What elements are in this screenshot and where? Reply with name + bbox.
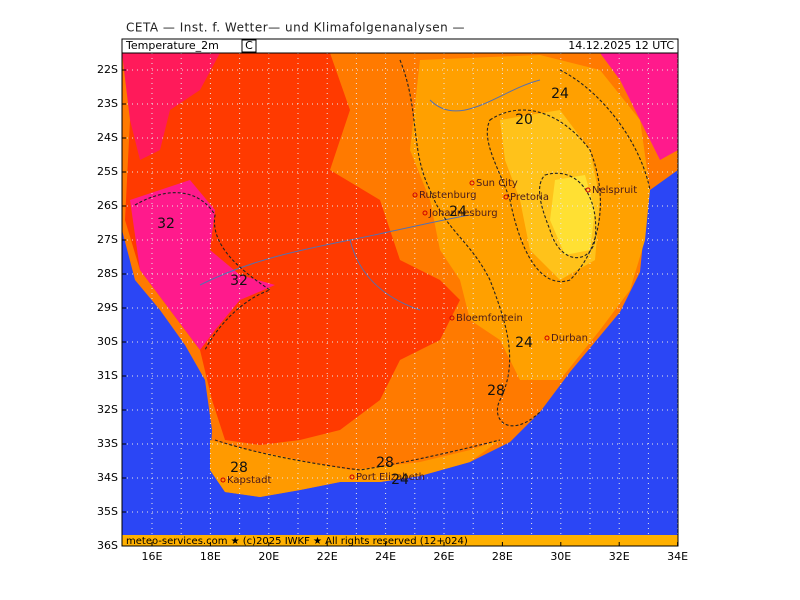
- city-label: Port Elizabeth: [356, 472, 425, 483]
- lon-label: 30E: [550, 550, 571, 563]
- lat-label: 23S: [97, 97, 118, 110]
- river: [199, 214, 471, 286]
- footer: meteo-services.com ★ (c)2025 IWKF ★ All …: [126, 536, 468, 547]
- lat-label: 31S: [97, 369, 118, 382]
- contour-line: [399, 59, 541, 427]
- lat-label: 36S: [97, 539, 118, 552]
- river: [429, 79, 541, 112]
- city-label: Rustenburg: [419, 190, 476, 201]
- city-marker: [544, 335, 550, 341]
- rivers: [199, 79, 541, 311]
- contour-label: 24: [391, 472, 409, 488]
- lon-label: 34E: [667, 550, 688, 563]
- city-marker: [422, 210, 428, 216]
- lon-label: 26E: [434, 550, 455, 563]
- footer-bar: [122, 535, 678, 546]
- city-marker: [220, 477, 226, 483]
- contour-label: 32: [230, 273, 248, 289]
- lon-label: 20E: [258, 550, 279, 563]
- city-marker: [449, 315, 455, 321]
- contour-label: 24: [515, 335, 533, 351]
- lat-label: 26S: [97, 199, 118, 212]
- lon-label: 28E: [492, 550, 513, 563]
- city-label: Kapstadt: [227, 475, 271, 486]
- lat-label: 30S: [97, 335, 118, 348]
- lat-label: 34S: [97, 471, 118, 484]
- contour-label: 32: [157, 216, 175, 232]
- contour-label: 24: [551, 86, 569, 102]
- hot-region: [122, 53, 220, 160]
- contours: [134, 59, 651, 471]
- city-marker: [349, 474, 355, 480]
- contour-label: 28: [376, 455, 394, 471]
- lon-label: 24E: [375, 550, 396, 563]
- contour-label: 20: [515, 112, 533, 128]
- lat-label: 27S: [97, 233, 118, 246]
- unit: C: [245, 39, 253, 52]
- city-label: Durban: [551, 333, 588, 344]
- city-marker: [503, 194, 509, 200]
- contour-label: 28: [487, 383, 505, 399]
- lat-label: 33S: [97, 437, 118, 450]
- lat-label: 25S: [97, 165, 118, 178]
- variable-name: Temperature_2m: [125, 39, 219, 52]
- datetime: 14.12.2025 12 UTC: [568, 39, 674, 52]
- header-title: CETA — Inst. f. Wetter— und Klimafolgena…: [126, 21, 465, 35]
- cool-region: [550, 175, 595, 255]
- city-label: Nelspruit: [592, 185, 637, 196]
- contour-line: [539, 172, 597, 259]
- coastal-region: [210, 440, 500, 497]
- hot-region: [125, 53, 460, 445]
- lat-label: 22S: [97, 63, 118, 76]
- very-hot-region: [600, 53, 678, 160]
- city-label: Bloemfontein: [456, 313, 523, 324]
- city-label: Pretoria: [510, 192, 549, 203]
- lat-label: 35S: [97, 505, 118, 518]
- lon-label: 18E: [200, 550, 221, 563]
- city-label: Sun City: [476, 178, 518, 189]
- city-marker: [585, 187, 591, 193]
- lon-label: 16E: [142, 550, 163, 563]
- lat-label: 24S: [97, 131, 118, 144]
- contour-line: [486, 109, 601, 283]
- lat-label: 29S: [97, 301, 118, 314]
- lat-label: 32S: [97, 403, 118, 416]
- lat-label: 28S: [97, 267, 118, 280]
- graticule: [122, 53, 678, 546]
- lon-label: 32E: [609, 550, 630, 563]
- axes: 22S 23S 24S 25S 26S 27S 28S 29S 30S 31S 32S 33S 34S 3…: [97, 63, 688, 563]
- contour-label: 24: [449, 204, 467, 220]
- lon-label: 22E: [317, 550, 338, 563]
- map-frame: [121, 52, 679, 547]
- city-marker: [469, 180, 475, 186]
- river: [349, 239, 421, 311]
- city-label: Johannesburg: [428, 208, 498, 219]
- city-marker: [412, 192, 418, 198]
- contour-line: [559, 69, 651, 191]
- contour-line: [134, 192, 272, 351]
- contour-label: 28: [230, 460, 248, 476]
- very-hot-region: [130, 180, 275, 350]
- unit-box: [241, 39, 257, 53]
